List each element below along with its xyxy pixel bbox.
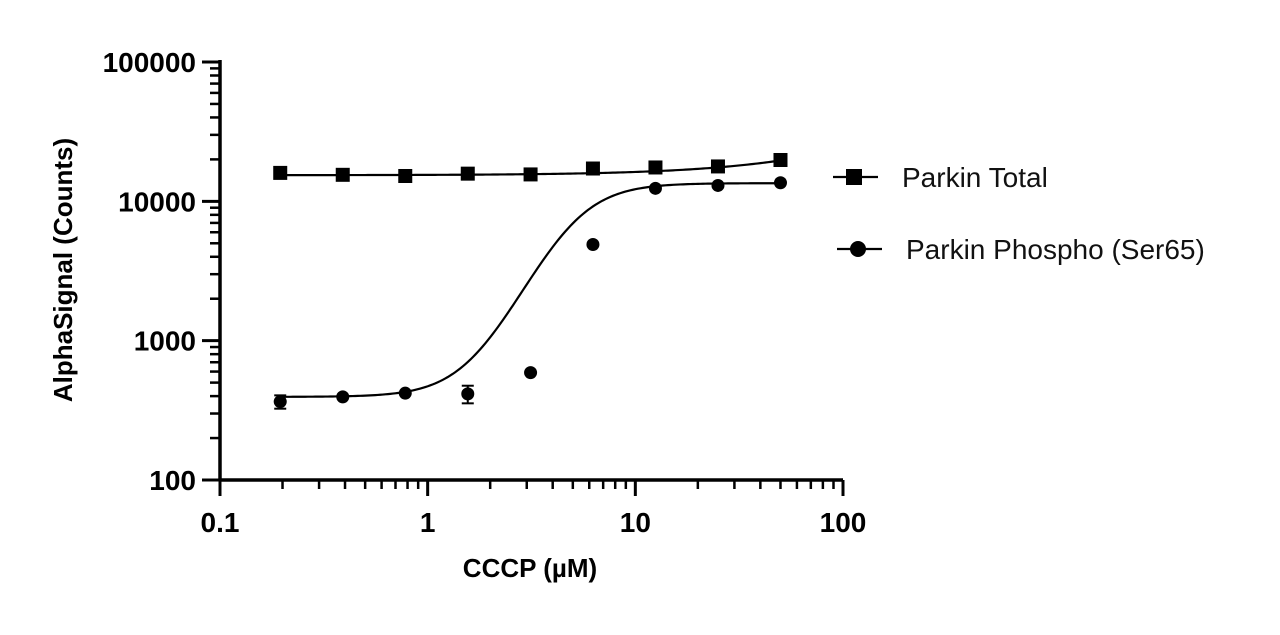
legend: Parkin Total Parkin Phospho (Ser65) [833,162,1205,265]
data-point-circle [524,366,538,380]
data-point-circle [273,395,287,409]
data-point-square [648,160,663,175]
y-tick-label: 100000 [103,47,196,78]
data-point-square [460,166,475,181]
legend-marker-parkin-total [846,169,862,185]
y-axis-label: AlphaSignal (Counts) [48,138,78,402]
data-point-circle [336,390,350,404]
data-point-square [710,159,725,174]
x-tick-label: 1 [420,507,436,538]
fit-curve-series-1 [280,182,781,398]
data-point-circle [711,178,725,192]
data-point-square [585,161,600,176]
data-point-circle [648,181,662,195]
x-axis-label: CCCP (µM) [463,553,597,583]
data-point-circle [461,387,475,401]
x-tick-label: 0.1 [201,507,240,538]
data-point-circle [398,386,412,400]
data-point-square [273,165,288,180]
data-point-square [523,167,538,182]
data-point-circle [586,237,600,251]
legend-label-parkin-total: Parkin Total [902,162,1048,193]
legend-label-parkin-phospho: Parkin Phospho (Ser65) [906,234,1205,265]
data-markers [273,152,788,410]
data-point-square [773,152,788,167]
fit-curves [280,159,781,398]
data-point-square [335,167,350,182]
data-point-square [398,168,413,183]
data-point-circle [773,176,787,190]
y-tick-label: 10000 [118,186,196,217]
legend-marker-parkin-phospho [850,241,866,257]
y-tick-label: 100 [149,465,196,496]
axes: 0.1 1 10 100 100 1000 10000 100000 [103,47,867,538]
x-tick-label: 100 [820,507,867,538]
x-tick-label: 10 [620,507,651,538]
y-tick-label: 1000 [134,326,196,357]
